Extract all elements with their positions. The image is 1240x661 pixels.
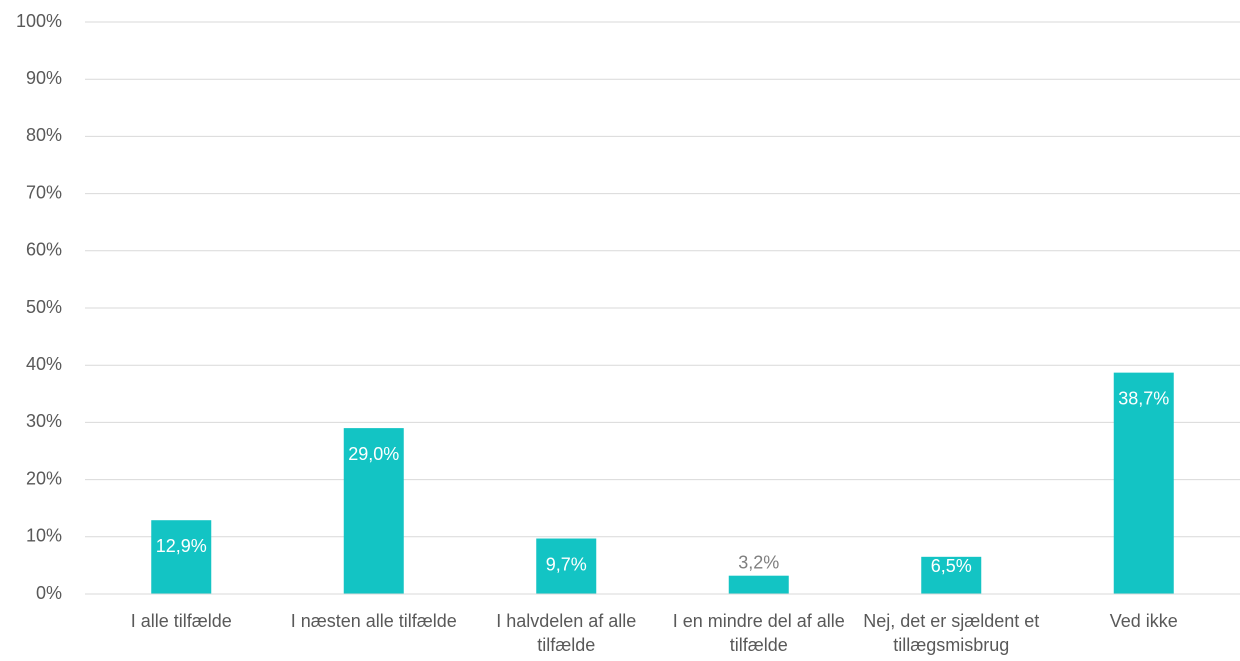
x-tick-label: I alle tilfælde	[130, 611, 232, 631]
y-tick-label: 90%	[26, 68, 62, 88]
y-tick-label: 60%	[26, 240, 62, 260]
bar	[151, 520, 212, 594]
bar	[1113, 372, 1174, 594]
x-tick-label: I næsten alle tilfælde	[290, 611, 457, 631]
x-tick-label: I halvdelen af alle tilfælde	[496, 611, 637, 655]
y-tick-label: 20%	[26, 468, 62, 488]
x-tick-label: Nej, det er sjældent et tillægsmisbrug	[863, 611, 1040, 655]
y-tick-label: 30%	[26, 411, 62, 431]
y-tick-label: 80%	[26, 125, 62, 145]
y-tick-label: 100%	[16, 11, 62, 31]
bar	[343, 428, 404, 594]
y-tick-label: 40%	[26, 354, 62, 374]
bar	[536, 538, 597, 594]
y-tick-label: 10%	[26, 526, 62, 546]
y-tick-label: 0%	[36, 583, 62, 603]
data-label: 3,2%	[738, 552, 779, 572]
y-tick-label: 70%	[26, 182, 62, 202]
y-tick-label: 50%	[26, 297, 62, 317]
bar	[728, 575, 789, 594]
data-label: 12,9%	[156, 536, 207, 556]
x-tick-label: Ved ikke	[1109, 611, 1178, 631]
bar	[921, 556, 982, 594]
x-tick-label: I en mindre del af alle tilfælde	[672, 611, 845, 655]
data-label: 38,7%	[1118, 388, 1169, 408]
data-label: 6,5%	[931, 556, 972, 576]
data-label: 29,0%	[348, 444, 399, 464]
data-label: 9,7%	[546, 554, 587, 574]
